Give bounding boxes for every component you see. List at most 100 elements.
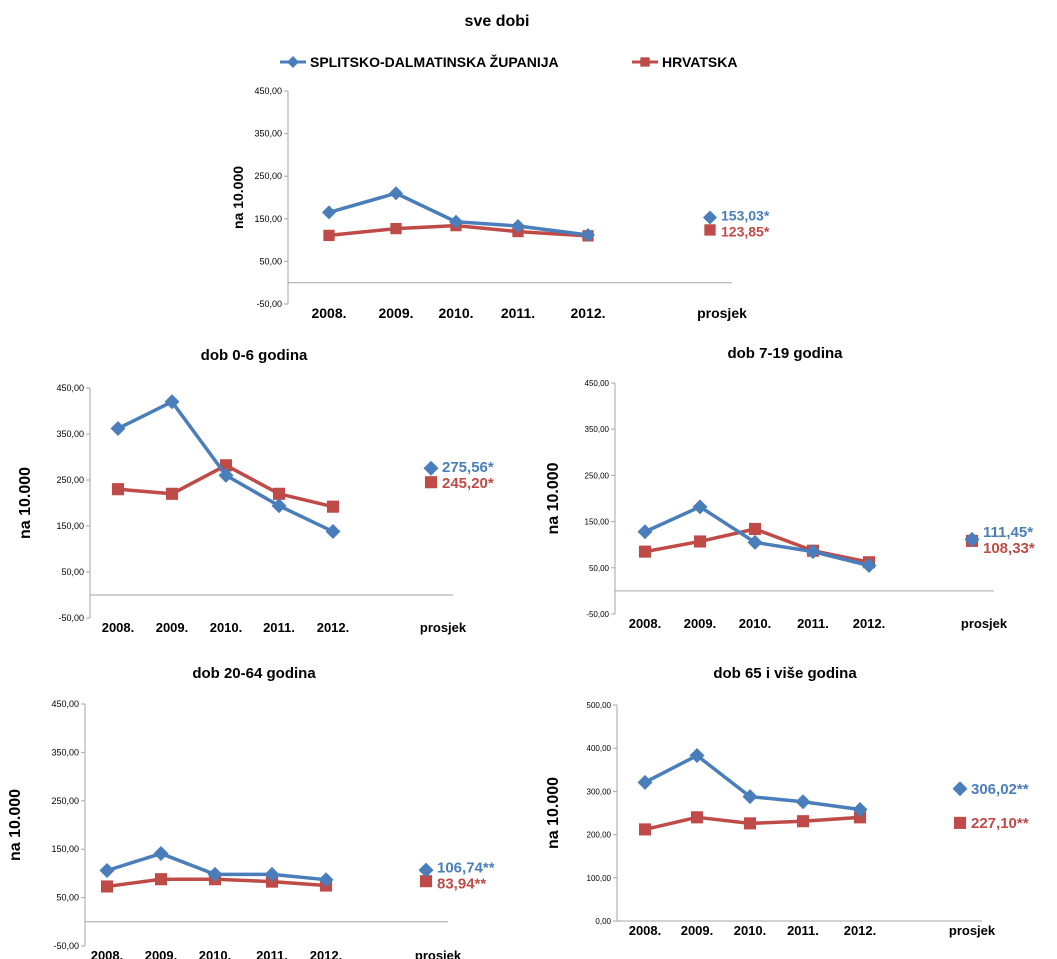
avg-marker-blue	[423, 460, 439, 476]
data-point	[99, 862, 115, 878]
data-point	[692, 499, 708, 515]
data-point	[322, 205, 336, 220]
x-tick-label: 2010.	[438, 305, 473, 321]
x-tick-label-avg: prosjek	[420, 620, 467, 635]
legend-item-hrvatska: HRVATSKA	[632, 54, 737, 70]
y-tick-label: 150,00	[51, 844, 79, 854]
chart-title: dob 7-19 godina	[727, 345, 843, 362]
x-tick-label: 2012.	[570, 305, 605, 321]
data-point	[111, 483, 125, 496]
x-tick-label: 2008.	[311, 305, 346, 321]
avg-label-zupanija: 306,02**	[971, 781, 1029, 798]
data-point	[325, 524, 341, 540]
x-tick-label: 2012.	[844, 923, 877, 938]
data-point	[637, 524, 653, 540]
data-point	[638, 823, 652, 836]
data-point	[805, 544, 821, 560]
x-tick-label: 2008.	[91, 948, 124, 959]
data-point	[218, 467, 234, 483]
y-tick-label: 300,00	[587, 787, 612, 796]
y-tick-label: -50,00	[53, 941, 79, 951]
legend-marker-diamond-icon	[287, 56, 299, 68]
data-point	[390, 222, 402, 235]
data-point	[861, 557, 877, 573]
data-point	[795, 794, 811, 810]
x-tick-label: 2011.	[797, 616, 829, 631]
avg-label-hrvatska: 83,94**	[437, 876, 486, 893]
data-point	[219, 459, 233, 472]
data-point	[271, 498, 287, 514]
y-tick-label: 200,00	[587, 831, 612, 840]
chart-dob-20-64-godina: dob 20-64 godina 450,00 350,00 250,00 150,00…	[7, 665, 495, 959]
x-tick-label: 2012.	[317, 620, 350, 635]
x-tick-label: 2009.	[156, 620, 189, 635]
y-tick-label: 150,00	[254, 214, 282, 224]
series-line	[644, 505, 870, 568]
series-splitsko-dalmatinska-upanija	[99, 846, 334, 888]
y-tick-label: 150,00	[585, 518, 610, 527]
data-point	[153, 846, 169, 862]
avg-marker-blue	[418, 862, 434, 878]
x-tick-label: 2008.	[102, 620, 135, 635]
y-tick-label: 500,00	[587, 701, 612, 710]
data-point	[449, 214, 463, 229]
x-tick-label: 2010.	[199, 948, 232, 959]
x-tick-label: 2011.	[263, 620, 295, 635]
chart-title: dob 65 i više godina	[713, 665, 857, 682]
y-tick-label: 100,00	[587, 874, 612, 883]
x-tick-label-avg: prosjek	[949, 923, 996, 938]
y-tick-label: 50,00	[259, 256, 282, 266]
x-tick-label: 2011.	[256, 948, 288, 959]
data-point	[264, 866, 280, 882]
x-tick-label: 2009.	[684, 616, 717, 631]
data-point	[693, 535, 707, 548]
avg-label-zupanija: 153,03*	[721, 208, 770, 224]
data-point	[742, 789, 758, 805]
chart-title: dob 20-64 godina	[192, 665, 316, 682]
x-tick-label: 2011.	[501, 305, 535, 321]
x-tick-label: 2009.	[378, 305, 413, 321]
data-point	[326, 500, 340, 513]
legend-item-splitsko-dalmatinska-upanija: SPLITSKO-DALMATINSKA ŽUPANIJA	[280, 53, 559, 70]
avg-label-hrvatska: 245,20*	[442, 475, 494, 492]
series-splitsko-dalmatinska-upanija	[110, 394, 341, 540]
y-tick-label: 450,00	[51, 699, 79, 709]
x-tick-label: 2010.	[734, 923, 767, 938]
avg-label-zupanija: 106,74**	[437, 860, 495, 877]
avg-marker-red	[419, 875, 433, 888]
data-point	[100, 880, 114, 893]
data-point	[207, 866, 223, 882]
series-hrvatska	[111, 459, 340, 513]
data-point	[747, 534, 763, 550]
chart-title: dob 0-6 godina	[201, 347, 308, 364]
y-tick-label: 400,00	[587, 744, 612, 753]
avg-marker-blue	[703, 210, 717, 225]
y-tick-label: 250,00	[585, 471, 610, 480]
legend-label: SPLITSKO-DALMATINSKA ŽUPANIJA	[310, 53, 559, 70]
avg-label-zupanija: 275,56*	[442, 459, 494, 476]
chart-dob-0-6-godina: dob 0-6 godina 450,00 350,00 250,00 150,00 50…	[17, 347, 494, 635]
y-tick-label: 450,00	[56, 383, 84, 393]
y-tick-label: 350,00	[585, 425, 610, 434]
y-tick-label: 350,00	[56, 429, 84, 439]
data-point	[389, 186, 403, 201]
x-tick-label: 2009.	[681, 923, 714, 938]
legend-marker-square-icon	[640, 57, 650, 67]
x-tick-label: 2010.	[739, 616, 772, 631]
y-axis-title: na 10.000	[545, 777, 562, 849]
y-tick-label: -50,00	[58, 613, 84, 623]
x-tick-label: 2008.	[629, 616, 662, 631]
chart-sve-dobi: 450,00 350,00 250,00 150,00 50,00 -50,00 na 10…	[230, 86, 770, 321]
avg-label-zupanija: 111,45*	[983, 524, 1033, 541]
data-point	[796, 815, 810, 828]
x-tick-label: 2008.	[629, 923, 662, 938]
page-title: sve dobi	[465, 13, 530, 30]
y-axis-title: na 10.000	[230, 166, 246, 229]
data-point	[165, 487, 179, 500]
y-tick-label: 350,00	[51, 747, 79, 757]
data-point	[743, 817, 757, 830]
data-point	[748, 522, 762, 536]
y-tick-label: 350,00	[254, 129, 282, 139]
data-point	[164, 394, 180, 410]
chart-dob-7-19-godina: dob 7-19 godina 450,00 350,00 250,00 150,00 5…	[545, 345, 1035, 631]
